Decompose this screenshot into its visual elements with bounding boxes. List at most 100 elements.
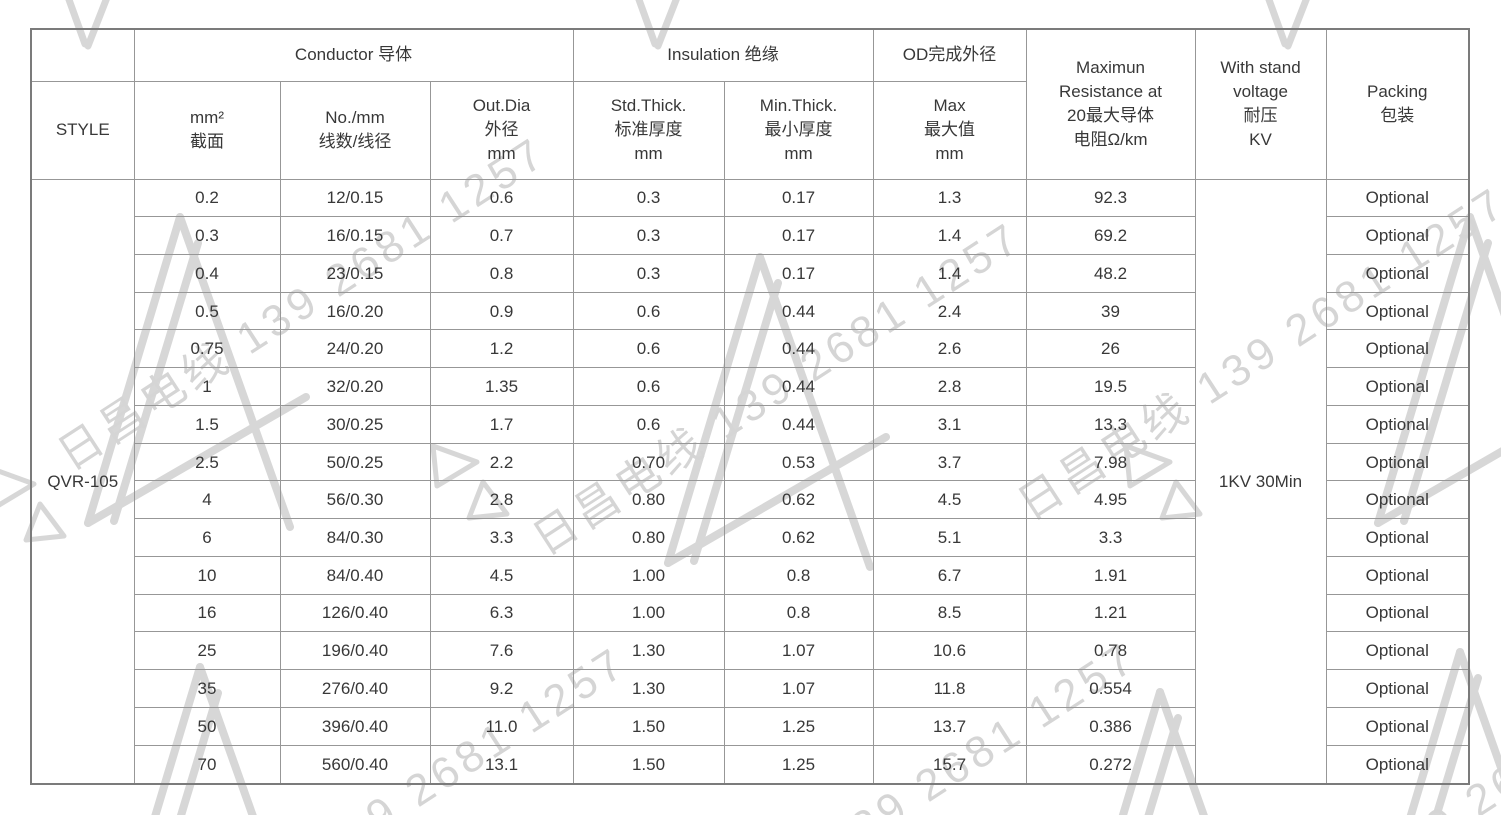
- cell-packing: Optional: [1325, 329, 1470, 369]
- cell-max-od: 10.6: [872, 631, 1027, 671]
- cell-max-od: 1.3: [872, 178, 1027, 218]
- cell-mm2: 25: [133, 631, 281, 671]
- cell-mm2: 0.4: [133, 253, 281, 293]
- strand-count-column-header: No./mm 线数/线径: [279, 80, 431, 180]
- cell-max-od: 15.7: [872, 744, 1027, 785]
- max-od-column-header: Max 最大值 mm: [872, 80, 1027, 180]
- cell-packing: Optional: [1325, 442, 1470, 482]
- cell-min-thick: 0.53: [723, 442, 874, 482]
- cell-min-thick: 0.17: [723, 178, 874, 218]
- cell-out-dia: 9.2: [429, 669, 574, 708]
- cell-min-thick: 0.44: [723, 291, 874, 331]
- cell-std-thick: 0.3: [572, 178, 725, 218]
- packing-column-header: Packing 包装: [1325, 28, 1470, 180]
- cell-mm2: 4: [133, 480, 281, 520]
- cell-resistance: 92.3: [1025, 178, 1196, 218]
- std-thick-column-header: Std.Thick. 标准厚度 mm: [572, 80, 725, 180]
- cell-std-thick: 0.3: [572, 216, 725, 255]
- spec-table-head: Conductor 导体 Insulation 绝缘 OD完成外径 Maximu…: [30, 28, 1470, 180]
- cell-packing: Optional: [1325, 480, 1470, 520]
- cell-packing: Optional: [1325, 555, 1470, 595]
- cell-packing: Optional: [1325, 706, 1470, 746]
- min-thick-column-header: Min.Thick. 最小厚度 mm: [723, 80, 874, 180]
- cell-resistance: 1.21: [1025, 593, 1196, 633]
- cell-mm2: 6: [133, 518, 281, 557]
- cell-resistance: 0.78: [1025, 631, 1196, 671]
- cell-out-dia: 2.8: [429, 480, 574, 520]
- mm2-column-header: mm² 截面: [133, 80, 281, 180]
- spec-row: 10 84/0.40 4.5 1.00 0.8 6.7 1.91 Optional: [31, 555, 1470, 595]
- cell-resistance: 4.95: [1025, 480, 1196, 520]
- cell-packing: Optional: [1325, 178, 1470, 218]
- cell-out-dia: 3.3: [429, 518, 574, 557]
- od-group-header: OD完成外径: [872, 28, 1027, 82]
- cell-strand-count: 276/0.40: [279, 669, 431, 708]
- group-header-row: Conductor 导体 Insulation 绝缘 OD完成外径 Maximu…: [30, 28, 1470, 180]
- cell-max-od: 1.4: [872, 216, 1027, 255]
- cell-resistance: 0.554: [1025, 669, 1196, 708]
- spec-table-body: QVR-105 0.2 12/0.15 0.6 0.3 0.17 1.3 92.3 1KV 30…: [30, 178, 1470, 785]
- cell-packing: Optional: [1325, 291, 1470, 331]
- cell-strand-count: 560/0.40: [279, 744, 431, 785]
- cell-min-thick: 0.44: [723, 367, 874, 406]
- cell-mm2: 10: [133, 555, 281, 595]
- cell-min-thick: 0.8: [723, 555, 874, 595]
- cell-std-thick: 1.00: [572, 593, 725, 633]
- cell-out-dia: 0.9: [429, 291, 574, 331]
- cell-strand-count: 84/0.30: [279, 518, 431, 557]
- cell-resistance: 13.3: [1025, 404, 1196, 444]
- cell-max-od: 3.1: [872, 404, 1027, 444]
- cell-std-thick: 1.30: [572, 631, 725, 671]
- cell-resistance: 19.5: [1025, 367, 1196, 406]
- cell-out-dia: 0.7: [429, 216, 574, 255]
- cell-out-dia: 1.35: [429, 367, 574, 406]
- cell-strand-count: 23/0.15: [279, 253, 431, 293]
- cell-max-od: 2.4: [872, 291, 1027, 331]
- cell-resistance: 7.98: [1025, 442, 1196, 482]
- cell-std-thick: 1.50: [572, 744, 725, 785]
- cell-mm2: 0.5: [133, 291, 281, 331]
- cell-out-dia: 0.8: [429, 253, 574, 293]
- cell-min-thick: 1.25: [723, 744, 874, 785]
- cell-out-dia: 1.7: [429, 404, 574, 444]
- cell-out-dia: 13.1: [429, 744, 574, 785]
- cell-mm2: 0.3: [133, 216, 281, 255]
- out-dia-column-header: Out.Dia 外径 mm: [429, 80, 574, 180]
- cell-std-thick: 1.00: [572, 555, 725, 595]
- style-column-header: STYLE: [30, 80, 135, 180]
- cell-out-dia: 2.2: [429, 442, 574, 482]
- cell-max-od: 4.5: [872, 480, 1027, 520]
- cell-min-thick: 0.62: [723, 480, 874, 520]
- cell-packing: Optional: [1325, 744, 1470, 785]
- cell-min-thick: 0.17: [723, 253, 874, 293]
- withstand-voltage-column-header: With stand voltage 耐压 KV: [1194, 28, 1327, 180]
- insulation-group-header: Insulation 绝缘: [572, 28, 874, 82]
- cell-max-od: 6.7: [872, 555, 1027, 595]
- cell-strand-count: 126/0.40: [279, 593, 431, 633]
- cell-strand-count: 50/0.25: [279, 442, 431, 482]
- cell-packing: Optional: [1325, 216, 1470, 255]
- cell-std-thick: 1.50: [572, 706, 725, 746]
- cell-std-thick: 1.30: [572, 669, 725, 708]
- cell-min-thick: 1.07: [723, 669, 874, 708]
- wire-spec-table: Conductor 导体 Insulation 绝缘 OD完成外径 Maximu…: [30, 28, 1471, 785]
- cell-out-dia: 1.2: [429, 329, 574, 369]
- cell-max-od: 2.8: [872, 367, 1027, 406]
- cell-std-thick: 0.80: [572, 518, 725, 557]
- cell-mm2: 0.2: [133, 178, 281, 218]
- cell-std-thick: 0.6: [572, 329, 725, 369]
- cell-mm2: 16: [133, 593, 281, 633]
- cell-resistance: 69.2: [1025, 216, 1196, 255]
- cell-resistance: 39: [1025, 291, 1196, 331]
- cell-max-od: 2.6: [872, 329, 1027, 369]
- cell-mm2: 35: [133, 669, 281, 708]
- cell-resistance: 0.272: [1025, 744, 1196, 785]
- cell-strand-count: 16/0.20: [279, 291, 431, 331]
- column-header-row: STYLE mm² 截面 No./mm 线数/线径 Out.Dia 外径 mm …: [30, 80, 1469, 180]
- cell-min-thick: 0.17: [723, 216, 874, 255]
- cell-std-thick: 0.80: [572, 480, 725, 520]
- cell-min-thick: 0.44: [723, 404, 874, 444]
- cell-packing: Optional: [1325, 518, 1470, 557]
- cell-max-od: 11.8: [872, 669, 1027, 708]
- cell-mm2: 1: [133, 367, 281, 406]
